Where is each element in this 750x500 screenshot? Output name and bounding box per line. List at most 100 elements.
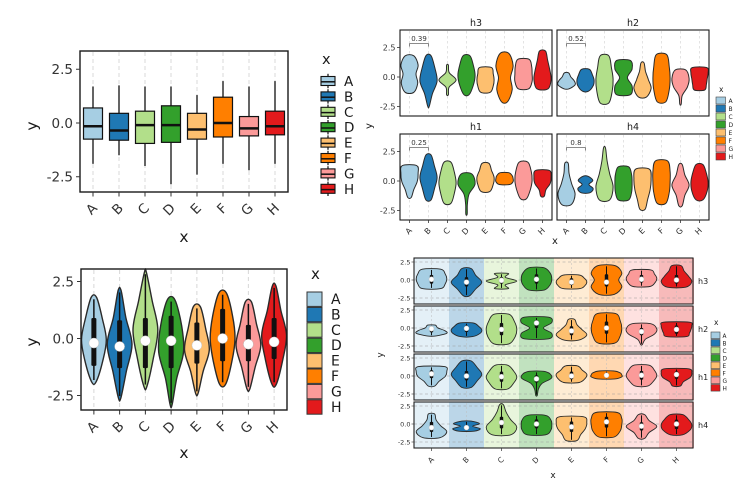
violin-h3-F-median-dot — [603, 279, 610, 285]
x-tick-label: A — [83, 200, 101, 218]
x-axis-title: x — [552, 236, 558, 247]
y-tick-label: 2.5 — [400, 402, 410, 410]
x-tick-label: A — [404, 226, 415, 237]
violin-h2-A — [557, 71, 576, 90]
legend-title: x — [311, 265, 320, 283]
violin-h3-B — [419, 53, 438, 109]
facet-row-label: h4 — [698, 421, 708, 430]
legend-key-swatch — [710, 376, 721, 384]
x-tick-label: F — [214, 201, 231, 218]
legend-entry-label: C — [331, 323, 341, 339]
x-tick-label: E — [480, 226, 490, 236]
legend-key-swatch — [715, 128, 726, 137]
facet-title: h2 — [627, 18, 639, 29]
violin-h1-C-median-dot — [498, 373, 505, 380]
violin-h4-F — [652, 159, 671, 206]
violin-C-median-dot — [140, 335, 151, 347]
violin-h1-E — [476, 161, 495, 193]
violin-h2-D-median-dot — [533, 320, 540, 326]
x-tick-label: C — [442, 226, 453, 237]
violin-h4-A-median-dot — [428, 424, 435, 431]
violin-E-median-dot — [191, 340, 203, 351]
x-tick-label: H — [536, 226, 547, 237]
legend-title: x — [714, 318, 719, 327]
y-axis-title: y — [376, 352, 386, 358]
box-E — [186, 112, 208, 140]
violin-h3-E — [476, 66, 495, 94]
x-axis-title: x — [550, 471, 556, 481]
legend-key-swatch — [306, 337, 323, 354]
violin-h4-B-median-dot — [463, 424, 470, 431]
legend-key-swatch — [306, 306, 323, 323]
legend-key-swatch — [710, 331, 721, 339]
annotation-value: 0.8 — [570, 139, 581, 147]
violin-h3-G — [514, 57, 533, 91]
legend-title: x — [322, 52, 331, 68]
x-tick-label: H — [671, 455, 681, 465]
legend-entry-label: F — [723, 371, 726, 377]
legend-key-swatch — [715, 144, 726, 153]
x-tick-label: H — [693, 226, 704, 237]
violin-h1-H — [533, 169, 552, 198]
box-H — [264, 110, 286, 136]
legend-entry-label: E — [344, 136, 353, 152]
annotation-value: 0.25 — [411, 139, 427, 147]
legend-key-swatch — [710, 361, 721, 369]
legend-entry-label: B — [723, 341, 727, 347]
legend-key-swatch — [710, 384, 721, 392]
facet-row-label: h2 — [698, 325, 708, 334]
x-tick-label: C — [599, 226, 610, 237]
legend-entry-label: G — [729, 146, 734, 153]
legend-key-swatch — [306, 399, 323, 415]
legend-key-swatch — [715, 112, 726, 121]
y-tick-label: 0.0 — [400, 324, 410, 332]
legend-key-box — [320, 183, 336, 194]
legend-key-swatch — [710, 369, 721, 377]
x-tick-label: A — [84, 418, 102, 436]
violin-h4-G-median-dot — [638, 423, 645, 429]
x-tick-label: A — [426, 454, 437, 465]
violin-h2-H — [690, 66, 709, 92]
violin-h3-H-median-dot — [673, 277, 680, 283]
x-tick-label: G — [237, 419, 256, 438]
x-tick-label: G — [238, 201, 257, 220]
violin-h1-E-median-dot — [568, 373, 575, 379]
facet-title: h3 — [470, 18, 482, 29]
y-tick-label: 0.0 — [400, 276, 410, 284]
legend-key-swatch — [710, 354, 721, 362]
violin-G-median-dot — [243, 338, 254, 350]
x-tick-label: F — [656, 226, 666, 236]
violin-h3-C-median-dot — [498, 277, 505, 284]
x-tick-label: F — [214, 419, 231, 436]
legend-entry-label: A — [331, 292, 341, 308]
violin-h4-G — [671, 162, 690, 208]
violin-H-median-dot — [268, 336, 280, 348]
legend-key-swatch — [715, 152, 726, 161]
violin-h1-G-median-dot — [638, 372, 645, 379]
violin-F-median-dot — [217, 333, 228, 344]
y-tick-label: 0.0 — [400, 372, 410, 380]
facet-row-border — [413, 257, 694, 305]
legend-entry-label: A — [729, 98, 734, 105]
legend-key-box — [320, 168, 336, 179]
y-axis-title: y — [364, 123, 375, 129]
violin-D-median-dot — [165, 335, 177, 347]
violin-h2-F — [652, 52, 671, 104]
x-tick-label: C — [135, 201, 153, 219]
x-tick-label: B — [423, 226, 433, 236]
legend-entry-label: C — [729, 114, 733, 121]
x-tick-label: D — [530, 455, 541, 466]
facet-title: h4 — [627, 122, 639, 133]
violin-h4-A — [557, 161, 576, 207]
legend-key-box — [320, 91, 336, 102]
violin-h2-A-median-dot — [428, 325, 435, 332]
violin-h1-F — [495, 171, 514, 186]
legend-key-box — [320, 122, 336, 133]
x-tick-label: D — [460, 226, 471, 237]
legend-entry-label: B — [331, 307, 341, 323]
violin-h3-D — [457, 54, 476, 97]
legend-key-swatch — [306, 322, 323, 338]
violin-h3-A-median-dot — [428, 276, 435, 283]
